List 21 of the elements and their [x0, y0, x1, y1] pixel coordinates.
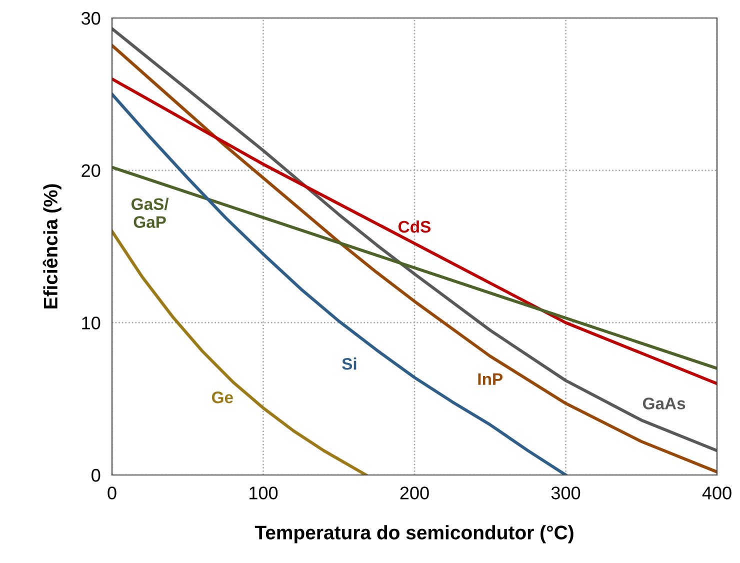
y-tick-label: 30: [81, 12, 100, 25]
x-tick-label: 0: [108, 486, 116, 500]
x-tick-label: 400: [702, 486, 732, 500]
y-tick-label: 0: [92, 468, 100, 482]
y-axis-title: Eficiência (%): [42, 184, 62, 308]
series-label: GaAs: [642, 398, 686, 410]
x-tick-label: 300: [551, 486, 580, 500]
series-label: InP: [478, 373, 503, 385]
x-tick-label: 100: [250, 486, 278, 500]
x-axis-title: Temperatura do semicondutor (°C): [254, 525, 574, 544]
x-tick-label: 200: [400, 486, 429, 500]
series-label: GaS/ GaP: [132, 198, 169, 228]
series-label: CdS: [398, 220, 431, 233]
line-series: [112, 230, 368, 475]
series-label: Si: [342, 358, 356, 370]
line-series: [112, 77, 717, 386]
line-series: [112, 166, 717, 370]
series-label: Ge: [212, 392, 233, 404]
line-series: [112, 92, 568, 475]
y-tick-label: 20: [82, 164, 100, 178]
y-tick-label: 10: [82, 316, 100, 330]
